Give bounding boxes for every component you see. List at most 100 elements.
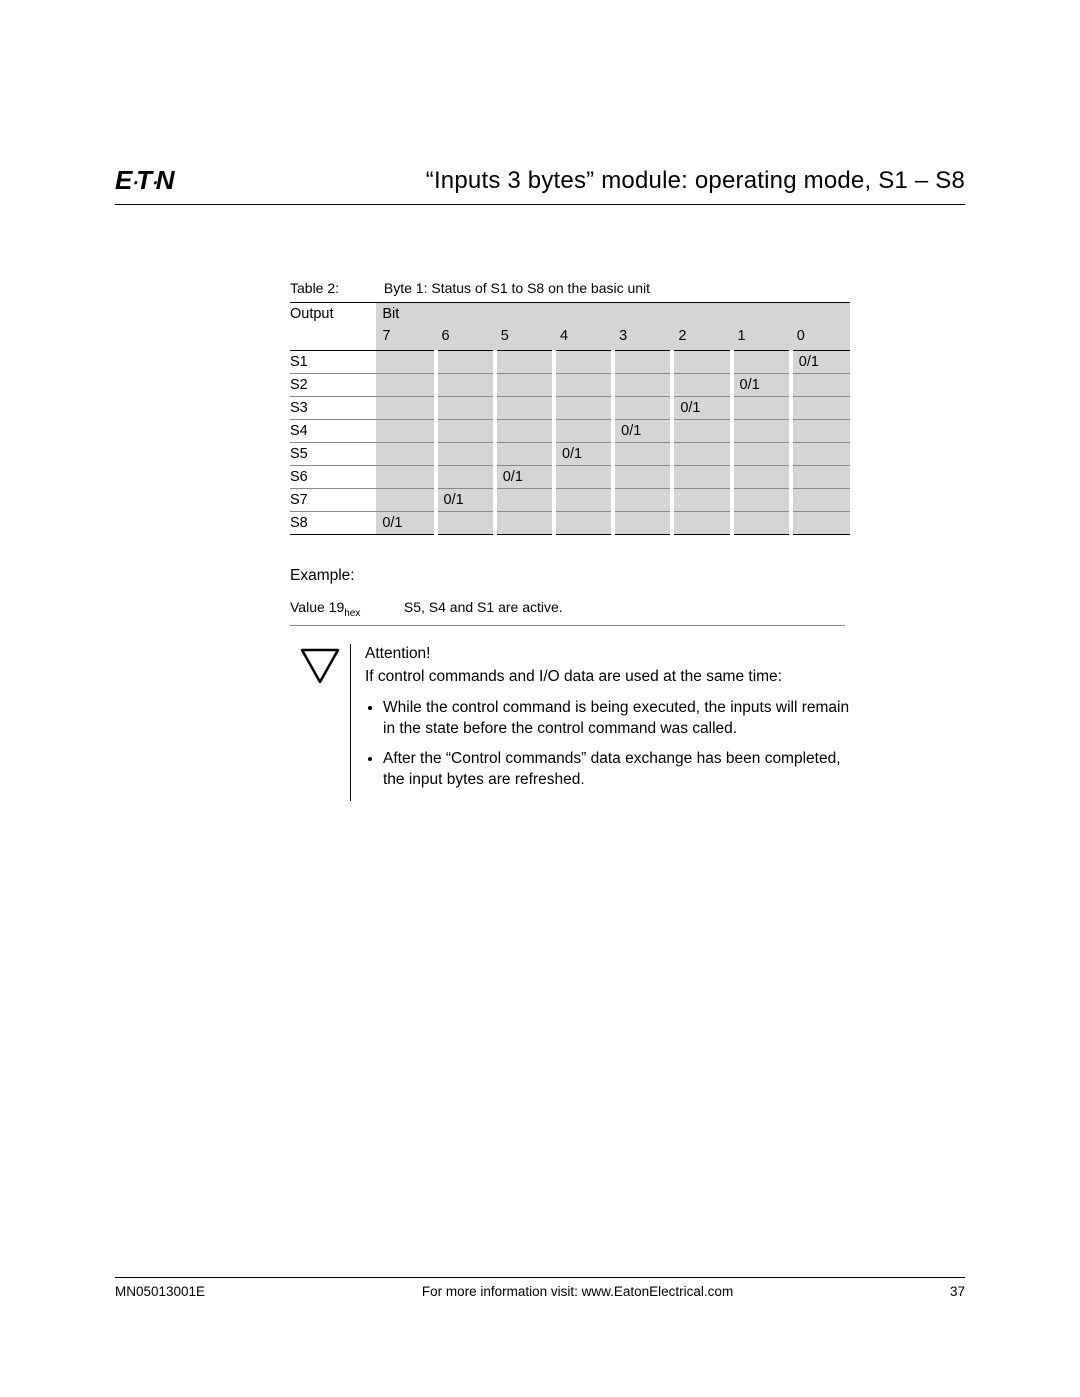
- table-number: Table 2:: [290, 280, 380, 296]
- table-cell: [791, 420, 850, 443]
- bit-col-header: 1: [732, 325, 791, 351]
- table-cell: [672, 443, 731, 466]
- table-cell: [436, 420, 495, 443]
- table-row-label: S2: [290, 374, 376, 397]
- table-cell: [732, 397, 791, 420]
- table-cell: [613, 443, 672, 466]
- table-cell: 0/1: [613, 420, 672, 443]
- example-value-sub: hex: [344, 608, 360, 619]
- table-row-label: S8: [290, 512, 376, 535]
- table-cell: [495, 489, 554, 512]
- table-cell: 0/1: [376, 512, 435, 535]
- example-row: Value 19hex S5, S4 and S1 are active.: [290, 599, 845, 626]
- table-cell: [613, 374, 672, 397]
- table-cell: [791, 466, 850, 489]
- table-cell: [376, 374, 435, 397]
- table-cell: [672, 466, 731, 489]
- table-cell: [436, 351, 495, 374]
- table-cell: [554, 351, 613, 374]
- table-cell: [672, 489, 731, 512]
- table-cell: [732, 466, 791, 489]
- table-cell: [732, 443, 791, 466]
- footer-url: For more information visit: www.EatonEle…: [205, 1284, 950, 1299]
- table-cell: 0/1: [672, 397, 731, 420]
- table-row-label: S5: [290, 443, 376, 466]
- table-cell: [436, 443, 495, 466]
- table-caption-text: Byte 1: Status of S1 to S8 on the basic …: [384, 280, 650, 296]
- attention-list: While the control command is being execu…: [383, 698, 850, 792]
- attention-title: Attention!: [365, 644, 850, 665]
- table-cell: [672, 512, 731, 535]
- page-header: E⋅T⋅N “Inputs 3 bytes” module: operating…: [115, 165, 965, 205]
- attention-block: Attention! If control commands and I/O d…: [290, 644, 850, 802]
- table-cell: [495, 443, 554, 466]
- eaton-logo: E⋅T⋅N: [115, 165, 173, 196]
- table-cell: [791, 489, 850, 512]
- table-cell: 0/1: [791, 351, 850, 374]
- example-label: Example:: [290, 567, 965, 585]
- table-cell: [495, 351, 554, 374]
- table-caption: Table 2: Byte 1: Status of S1 to S8 on t…: [290, 280, 965, 296]
- table-cell: 0/1: [554, 443, 613, 466]
- table-cell: [495, 420, 554, 443]
- bit-col-header: 0: [791, 325, 850, 351]
- bit-col-header: 2: [672, 325, 731, 351]
- table-cell: [791, 443, 850, 466]
- table-cell: 0/1: [732, 374, 791, 397]
- footer-doc-id: MN05013001E: [115, 1284, 205, 1299]
- table-cell: 0/1: [436, 489, 495, 512]
- table-cell: 0/1: [495, 466, 554, 489]
- table-cell: [613, 489, 672, 512]
- output-header: Output: [290, 303, 376, 326]
- table-cell: [554, 420, 613, 443]
- attention-bullet: While the control command is being execu…: [383, 698, 850, 740]
- table-cell: [613, 466, 672, 489]
- table-cell: [554, 397, 613, 420]
- table-row-label: S7: [290, 489, 376, 512]
- table-cell: [495, 374, 554, 397]
- table-cell: [672, 374, 731, 397]
- table-cell: [672, 351, 731, 374]
- table-cell: [376, 351, 435, 374]
- bit-col-header: 4: [554, 325, 613, 351]
- table-cell: [554, 466, 613, 489]
- table-cell: [554, 489, 613, 512]
- page-footer: MN05013001E For more information visit: …: [115, 1277, 965, 1299]
- table-cell: [436, 397, 495, 420]
- bit-header: Bit: [376, 303, 850, 326]
- example-value: Value 19: [290, 599, 344, 615]
- table-cell: [791, 374, 850, 397]
- table-cell: [732, 512, 791, 535]
- table-cell: [376, 466, 435, 489]
- table-cell: [376, 397, 435, 420]
- page-title: “Inputs 3 bytes” module: operating mode,…: [203, 167, 965, 195]
- bit-col-header: 5: [495, 325, 554, 351]
- table-cell: [495, 397, 554, 420]
- table-cell: [376, 420, 435, 443]
- bit-col-header: 6: [436, 325, 495, 351]
- table-cell: [672, 420, 731, 443]
- bit-col-header: 7: [376, 325, 435, 351]
- table-cell: [791, 397, 850, 420]
- bit-status-table: Output Bit 76543210 S10/1S20/1S30/1S40/1…: [290, 302, 850, 535]
- attention-bullet: After the “Control commands” data exchan…: [383, 749, 850, 791]
- table-row-label: S3: [290, 397, 376, 420]
- table-cell: [613, 397, 672, 420]
- table-cell: [791, 512, 850, 535]
- footer-page-number: 37: [950, 1284, 965, 1299]
- table-cell: [376, 489, 435, 512]
- table-row-label: S4: [290, 420, 376, 443]
- table-cell: [613, 351, 672, 374]
- attention-intro: If control commands and I/O data are use…: [365, 667, 850, 688]
- table-cell: [554, 512, 613, 535]
- table-cell: [436, 512, 495, 535]
- bit-col-header: 3: [613, 325, 672, 351]
- table-cell: [376, 443, 435, 466]
- table-cell: [732, 489, 791, 512]
- table-cell: [436, 374, 495, 397]
- table-cell: [436, 466, 495, 489]
- table-cell: [732, 420, 791, 443]
- example-desc: S5, S4 and S1 are active.: [404, 599, 563, 615]
- table-row-label: S6: [290, 466, 376, 489]
- attention-triangle-icon: [298, 646, 342, 686]
